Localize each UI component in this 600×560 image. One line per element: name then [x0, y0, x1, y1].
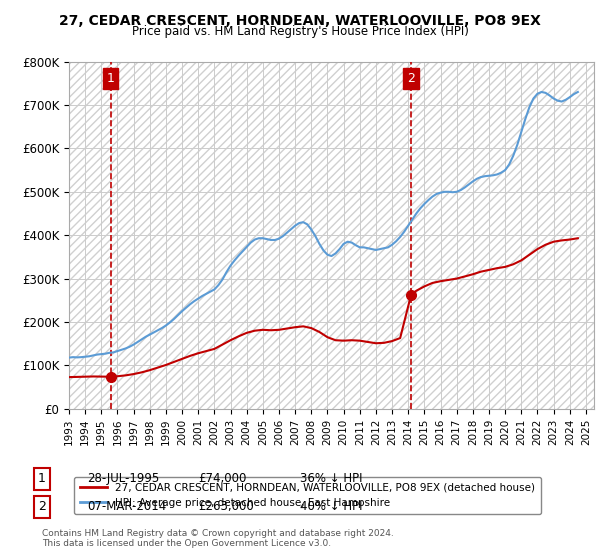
Text: 1: 1 [38, 472, 46, 486]
Text: £74,000: £74,000 [198, 472, 247, 486]
Text: 40% ↓ HPI: 40% ↓ HPI [300, 500, 362, 514]
Text: 28-JUL-1995: 28-JUL-1995 [87, 472, 159, 486]
Text: £263,000: £263,000 [198, 500, 254, 514]
Text: 36% ↓ HPI: 36% ↓ HPI [300, 472, 362, 486]
Text: 07-MAR-2014: 07-MAR-2014 [87, 500, 166, 514]
Text: Contains HM Land Registry data © Crown copyright and database right 2024.
This d: Contains HM Land Registry data © Crown c… [42, 529, 394, 548]
Text: 27, CEDAR CRESCENT, HORNDEAN, WATERLOOVILLE, PO8 9EX: 27, CEDAR CRESCENT, HORNDEAN, WATERLOOVI… [59, 14, 541, 28]
Legend: 27, CEDAR CRESCENT, HORNDEAN, WATERLOOVILLE, PO8 9EX (detached house), HPI: Aver: 27, CEDAR CRESCENT, HORNDEAN, WATERLOOVI… [74, 477, 541, 514]
Text: Price paid vs. HM Land Registry's House Price Index (HPI): Price paid vs. HM Land Registry's House … [131, 25, 469, 38]
Text: 2: 2 [407, 72, 415, 85]
Text: 1: 1 [107, 72, 115, 85]
Text: 2: 2 [38, 500, 46, 514]
